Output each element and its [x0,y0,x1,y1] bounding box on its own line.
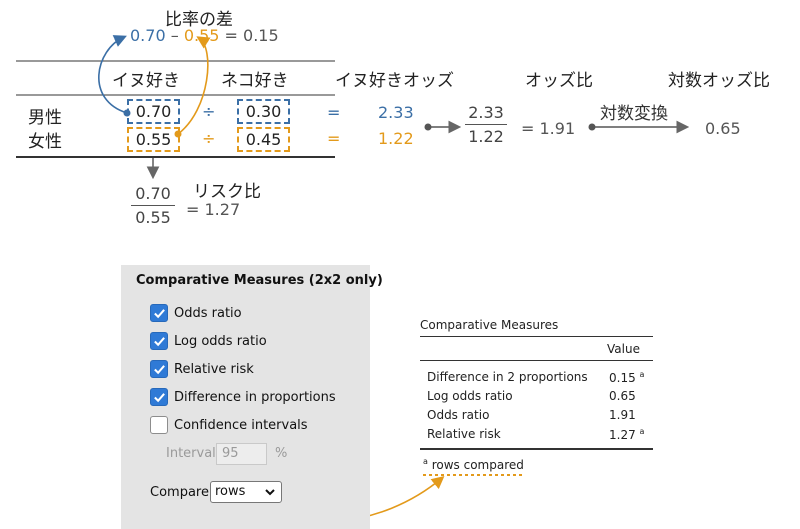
results-top-rule [420,336,653,337]
header-log-odds-ratio: 対数オッズ比 [668,71,770,91]
panel-title: Comparative Measures (2x2 only) [136,273,383,288]
diff-title: 比率の差 [165,10,233,30]
row-male: 男性 [28,108,62,128]
log-transform-label: 対数変換 [600,104,668,124]
row-label: Difference in 2 proportions [427,370,588,384]
header-odds-ratio: オッズ比 [525,71,593,91]
checkbox-unchecked-icon[interactable] [150,416,168,434]
risk-ratio-denominator: 0.55 [135,208,171,227]
chevron-down-icon [265,489,275,496]
option-label: Difference in proportions [174,389,336,405]
row-value: 1.27 a [609,427,645,442]
row-value: 0.65 [609,389,636,403]
male-odds: 2.33 [378,103,414,122]
results-header-rule [420,360,653,361]
female-equals: = [327,129,341,148]
results-title: Comparative Measures [420,318,559,332]
row-label: Relative risk [427,427,501,441]
option-label: Odds ratio [174,305,242,321]
odds-ratio-denominator: 1.22 [468,127,504,146]
footnote-text: rows compared [427,458,524,472]
female-divide: ÷ [202,129,216,148]
option-confidence-intervals[interactable]: Confidence intervals [150,415,308,435]
compare-selected-value: rows [215,484,246,499]
footnote-mark: a [423,457,428,466]
checkbox-checked-icon[interactable] [150,332,168,350]
risk-ratio-title: リスク比 [193,182,261,202]
interval-label: Interval [166,446,216,461]
male-dog-cell: 0.70 [127,99,180,124]
option-label: Confidence intervals [174,417,308,433]
interval-unit: % [275,446,288,461]
results-header-value: Value [607,342,640,356]
log-odds-value: 0.65 [705,119,741,138]
female-cat-cell: 0.45 [237,127,290,152]
option-relative-risk[interactable]: Relative risk [150,359,254,379]
results-footnote: a rows compared [423,457,524,472]
option-label: Relative risk [174,361,254,377]
blue-diff-arrow [98,35,128,114]
checkbox-checked-icon[interactable] [150,304,168,322]
header-cat: ネコ好き [221,71,289,91]
diff-expression: 0.70 – 0.55 = 0.15 [130,26,279,45]
results-bottom-rule [420,448,653,450]
header-odds: イヌ好きオッズ [335,71,454,91]
row-label: Log odds ratio [427,389,513,403]
header-dog: イヌ好き [112,71,180,91]
checkbox-checked-icon[interactable] [150,360,168,378]
risk-ratio-result: = 1.27 [186,200,241,219]
checkbox-checked-icon[interactable] [150,388,168,406]
male-divide: ÷ [202,102,216,121]
risk-ratio-fraction: 0.70 0.55 [131,184,175,227]
risk-ratio-numerator: 0.70 [131,184,175,206]
odds-ratio-numerator: 2.33 [465,103,507,125]
option-difference-in-proportions[interactable]: Difference in proportions [150,387,336,407]
orange-diff-arrow [177,36,211,135]
female-odds: 1.22 [378,129,414,148]
option-label: Log odds ratio [174,333,267,349]
option-odds-ratio[interactable]: Odds ratio [150,303,242,323]
male-cat-cell: 0.30 [237,99,290,124]
diff-minus: – [170,26,179,45]
male-equals: = [327,103,341,122]
row-value: 1.91 [609,408,636,422]
diff-value-a: 0.70 [130,26,166,45]
option-log-odds-ratio[interactable]: Log odds ratio [150,331,267,351]
diff-result: = 0.15 [224,26,279,45]
compare-label: Compare [150,485,209,500]
odds-ratio-fraction: 2.33 1.22 [465,103,507,146]
row-value: 0.15 a [609,370,645,385]
row-label: Odds ratio [427,408,490,422]
row-female: 女性 [28,132,62,152]
female-dog-cell: 0.55 [127,127,180,152]
odds-ratio-result: = 1.91 [521,119,576,138]
compare-select[interactable]: rows [210,481,282,503]
diff-value-b: 0.55 [183,26,220,45]
interval-input[interactable]: 95 [216,443,267,465]
